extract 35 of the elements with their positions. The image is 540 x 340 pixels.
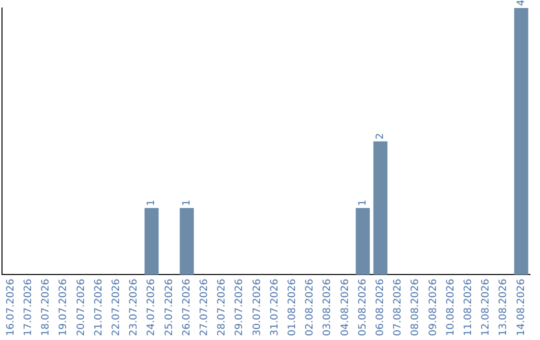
x-tick-label: 08.08.2026	[410, 278, 422, 336]
x-tick-label: 31.07.2026	[269, 278, 280, 336]
x-tick-label: 24.07.2026	[146, 278, 158, 336]
x-tick-label: 07.08.2026	[392, 278, 404, 336]
x-tick-label: 20.07.2026	[76, 278, 87, 336]
x-tick-label: 19.07.2026	[58, 278, 70, 336]
x-tick-label: 18.07.2026	[40, 278, 52, 336]
x-tick-label: 22.07.2026	[110, 278, 122, 336]
data-label: 4	[516, 0, 527, 6]
x-tick-label: 05.08.2026	[357, 278, 368, 336]
x-tick-label: 11.08.2026	[462, 278, 474, 336]
x-tick-label: 25.07.2026	[164, 278, 175, 336]
x-tick-label: 30.07.2026	[252, 278, 263, 336]
x-tick-label: 10.08.2026	[445, 278, 456, 336]
x-tick-label: 01.08.2026	[286, 278, 298, 336]
x-tick-label: 13.08.2026	[498, 278, 510, 336]
x-tick-label: 26.07.2026	[181, 278, 192, 336]
x-tick-label: 04.08.2026	[340, 278, 351, 336]
x-tick-label: 27.07.2026	[198, 278, 210, 336]
x-tick-label: 16.07.2026	[5, 278, 16, 336]
data-label: 1	[181, 200, 192, 206]
data-label: 2	[374, 132, 386, 140]
x-tick-label: 03.08.2026	[322, 278, 334, 336]
data-label: 1	[146, 200, 158, 206]
x-tick-label: 29.07.2026	[234, 278, 246, 336]
x-tick-label: 06.08.2026	[374, 278, 386, 336]
x-tick-label: 12.08.2026	[480, 278, 492, 336]
x-tick-label: 09.08.2026	[428, 278, 439, 336]
x-tick-label: 28.07.2026	[216, 278, 228, 336]
data-label: 1	[357, 200, 368, 206]
x-tick-label: 17.07.2026	[22, 278, 34, 336]
x-tick-label: 02.08.2026	[304, 278, 316, 336]
x-tick-label: 21.07.2026	[93, 278, 104, 336]
x-tick-label: 14.08.2026	[516, 278, 527, 336]
x-tick-label: 23.07.2026	[128, 278, 140, 336]
